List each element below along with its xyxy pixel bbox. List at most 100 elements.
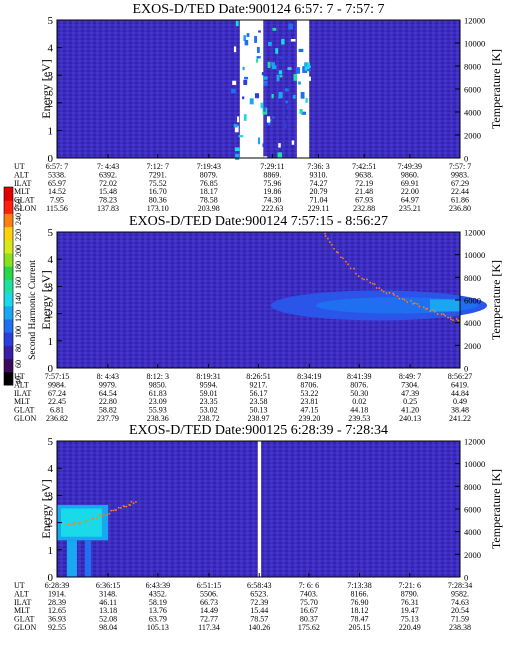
table-cell: 67.29 [451, 179, 469, 188]
scatter-dot [302, 66, 308, 73]
scatter-dot [241, 96, 245, 100]
y-tick-label: 5 [48, 15, 54, 27]
table-row-label: GLON [14, 414, 36, 423]
table-cell: 241.22 [449, 414, 471, 423]
table-cell: 22.80 [99, 397, 117, 406]
colorbar-segment [4, 358, 13, 373]
scatter-dot [285, 100, 289, 104]
table-cell: 44.18 [350, 406, 368, 415]
scatter-dot [254, 35, 258, 43]
table-cell: 58.82 [99, 406, 117, 415]
table-cell: 22.45 [48, 397, 66, 406]
panel-3: EXOS-D/TED Date:900125 6:28:39 - 7:28:34… [14, 423, 503, 632]
scatter-dot [286, 115, 290, 119]
scatter-dot [307, 76, 311, 81]
table-cell: 0.25 [403, 397, 417, 406]
temperature-point [342, 257, 344, 260]
scatter-dot [284, 122, 287, 129]
table-row-label: GLAT [14, 196, 35, 205]
temperature-point [371, 282, 374, 285]
table-cell: 6:28:39 [45, 581, 69, 590]
table-cell: 175.62 [298, 623, 320, 632]
y-tick-label: 0 [48, 363, 54, 375]
table-cell: 67.93 [355, 196, 373, 205]
colorbar-segment [4, 279, 13, 294]
table-cell: 8790. [401, 589, 419, 598]
panel-2: EXOS-D/TED Date:900124 7:57:15 - 8:56:27… [14, 214, 503, 423]
table-cell: 8:12: 3 [147, 372, 169, 381]
table-cell: 9984. [48, 380, 66, 389]
table-cell: 9850. [149, 380, 167, 389]
scatter-dot [254, 93, 260, 99]
y-tick-label: 5 [48, 436, 54, 448]
colorbar-segment [4, 253, 13, 267]
table-cell: 20.79 [310, 187, 328, 196]
temperature-point [416, 303, 419, 305]
table-cell: 6:43:39 [146, 581, 170, 590]
colorbar-segment [4, 200, 13, 214]
table-cell: 71.59 [451, 615, 469, 624]
scatter-dot [256, 103, 259, 109]
temperature-point [396, 295, 399, 298]
table-cell: 8: 4:43 [97, 372, 119, 381]
colorbar-tick-label: 200 [14, 245, 23, 257]
y2-tick-label: 2000 [464, 131, 481, 141]
table-cell: 117.34 [198, 623, 220, 632]
table-cell: 50.30 [350, 389, 368, 398]
y2-tick-label: 10000 [464, 39, 485, 49]
table-cell: 5338. [48, 170, 66, 179]
table-cell: 72.77 [200, 615, 218, 624]
scatter-dot [304, 156, 307, 163]
table-cell: 72.02 [99, 179, 117, 188]
temperature-point [353, 267, 355, 270]
table-cell: 105.13 [147, 623, 169, 632]
table-cell: 7:12: 7 [147, 162, 169, 171]
table-cell: 41.20 [401, 406, 419, 415]
table-cell: 1914. [48, 589, 66, 598]
table-cell: 9310. [310, 170, 328, 179]
scatter-dot [262, 143, 265, 148]
table-cell: 75.70 [300, 598, 318, 607]
table-cell: 8:19:31 [196, 372, 220, 381]
temperature-point [125, 505, 128, 508]
table-cell: 18.17 [200, 187, 218, 196]
temperature-point [135, 501, 137, 503]
scatter-dot [258, 30, 261, 33]
temperature-point [333, 247, 335, 250]
colorbar-segment [4, 319, 13, 333]
table-cell: 78.47 [351, 615, 369, 624]
table-row-label: GLAT [14, 615, 35, 624]
table-cell: 232.88 [353, 204, 375, 213]
table-cell: 12.65 [48, 606, 66, 615]
temperature-point [401, 298, 404, 300]
scatter-dot [275, 48, 279, 54]
scatter-dot [278, 91, 283, 99]
y2-tick-label: 12000 [464, 228, 485, 238]
scatter-dot [272, 116, 275, 119]
colorbar-segment [4, 213, 13, 228]
colorbar-tick-label: 250 [14, 199, 23, 211]
table-row-label: ALT [14, 170, 29, 179]
scatter-dot [300, 92, 305, 99]
colorbar-segment [4, 239, 13, 254]
table-cell: 7:13:38 [347, 581, 371, 590]
y2-tick-label: 0 [464, 154, 468, 164]
y2-tick-label: 2000 [464, 550, 481, 560]
table-cell: 64.97 [401, 196, 419, 205]
enhancement-core-edge [430, 299, 460, 312]
table-cell: 23.09 [149, 397, 167, 406]
temperature-point [324, 235, 327, 237]
y2-tick-label: 0 [464, 573, 468, 583]
scatter-dot [287, 54, 290, 61]
temperature-point [369, 281, 372, 284]
scatter-dot [271, 62, 275, 66]
y-tick-label: 2 [48, 98, 54, 110]
scatter-dot [248, 52, 253, 55]
colorbar-tick-label: 240 [14, 213, 23, 225]
temperature-point [355, 272, 357, 275]
scatter-dot [272, 27, 277, 31]
panel-title: EXOS-D/TED Date:900124 6:57: 7 - 7:57: 7 [133, 2, 385, 17]
temperature-point [340, 256, 342, 259]
scatter-dot [271, 65, 277, 70]
table-cell: 76.90 [351, 598, 369, 607]
